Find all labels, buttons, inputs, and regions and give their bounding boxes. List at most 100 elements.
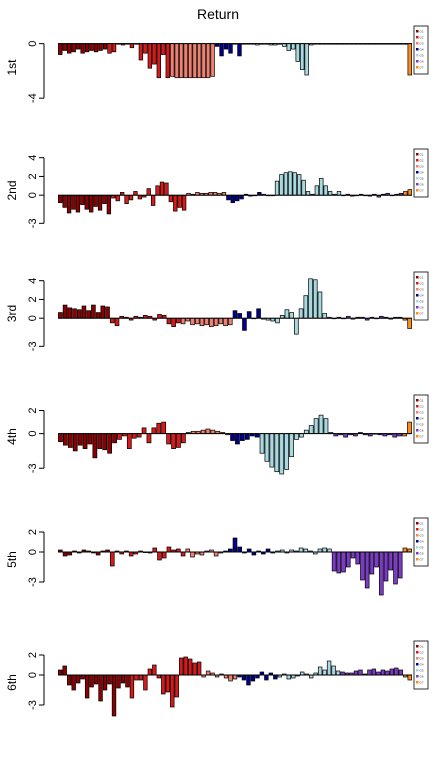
- bar: [331, 551, 337, 572]
- legend-swatch: [416, 276, 419, 279]
- bar: [146, 188, 151, 196]
- legend-entry: G4: [420, 48, 424, 52]
- y-tick-label: -3: [27, 218, 39, 228]
- bar: [174, 674, 179, 698]
- bar: [313, 418, 319, 434]
- bar: [209, 317, 214, 327]
- bar: [75, 194, 81, 213]
- bar: [157, 314, 162, 319]
- bar: [120, 674, 126, 684]
- bar: [71, 674, 76, 691]
- bar: [107, 433, 112, 454]
- bar: [58, 194, 63, 204]
- bar: [150, 194, 156, 206]
- bar: [112, 433, 117, 444]
- bar: [115, 194, 120, 202]
- bar: [254, 433, 260, 438]
- legend-swatch: [416, 417, 419, 420]
- legend-swatch: [416, 675, 419, 678]
- bar: [81, 305, 87, 319]
- bar: [323, 418, 329, 434]
- bar: [322, 669, 327, 676]
- bar: [355, 551, 360, 565]
- bar: [286, 674, 291, 680]
- bar: [237, 546, 242, 553]
- bar: [151, 427, 157, 434]
- bar: [176, 433, 181, 448]
- bar: [136, 433, 142, 438]
- bar: [298, 547, 304, 553]
- bar: [174, 43, 179, 79]
- legend-entry: G5: [420, 54, 424, 58]
- legend-swatch: [416, 171, 419, 174]
- bar: [256, 308, 261, 319]
- bar: [288, 171, 293, 196]
- bar: [336, 551, 342, 574]
- legend-entry: G6: [420, 306, 424, 310]
- bar: [403, 191, 408, 196]
- bar: [273, 674, 278, 680]
- bar: [192, 662, 197, 676]
- bar: [190, 551, 195, 558]
- y-tick-label: 0: [27, 672, 39, 678]
- bar: [286, 43, 291, 51]
- bar: [179, 657, 184, 676]
- bar: [58, 43, 63, 55]
- bar: [360, 551, 365, 581]
- bar: [181, 433, 186, 444]
- bar: [62, 43, 67, 51]
- bar: [269, 433, 275, 468]
- bar: [246, 674, 251, 686]
- bar: [402, 547, 408, 553]
- bar: [201, 43, 206, 79]
- bar: [188, 43, 193, 79]
- y-tick-label: -3: [27, 700, 39, 710]
- bar: [223, 43, 229, 50]
- bar: [62, 304, 68, 319]
- bar: [109, 317, 115, 324]
- bar: [279, 174, 284, 196]
- bar: [129, 43, 135, 49]
- bar: [312, 279, 318, 319]
- legend-swatch: [416, 429, 419, 432]
- bar: [374, 551, 379, 568]
- bar: [235, 433, 240, 445]
- bar: [301, 179, 306, 196]
- panel-label: 4th: [5, 428, 19, 445]
- bar: [298, 308, 304, 319]
- bar: [75, 43, 81, 50]
- bar: [179, 43, 184, 79]
- legend-swatch: [416, 60, 419, 63]
- legend-entry: G4: [420, 171, 424, 175]
- bar: [71, 43, 76, 53]
- bar: [93, 43, 99, 53]
- legend-entry: G2: [420, 36, 424, 40]
- bar: [102, 433, 108, 451]
- y-tick-label: -3: [27, 463, 39, 473]
- bar: [89, 674, 94, 688]
- legend-entry: G1: [420, 276, 424, 280]
- legend-entry: G5: [420, 546, 424, 550]
- bar: [335, 670, 341, 676]
- bar: [89, 194, 94, 213]
- bar: [75, 674, 81, 684]
- legend-swatch: [416, 546, 419, 549]
- bar: [205, 670, 211, 676]
- bar: [92, 433, 98, 459]
- bar: [138, 674, 144, 681]
- legend-entry: G1: [420, 645, 424, 649]
- legend-entry: G7: [420, 66, 424, 70]
- bar: [210, 429, 216, 434]
- bar: [84, 194, 89, 210]
- legend-swatch: [416, 312, 419, 315]
- y-tick-label: 0: [27, 549, 39, 555]
- bar: [102, 674, 108, 691]
- bar: [398, 669, 403, 676]
- bar: [240, 433, 245, 441]
- legend-entry: G3: [420, 42, 424, 46]
- bar: [165, 43, 170, 79]
- legend-swatch: [416, 288, 419, 291]
- bar: [67, 307, 73, 319]
- bar: [223, 317, 228, 327]
- y-tick-label: 2: [27, 529, 39, 535]
